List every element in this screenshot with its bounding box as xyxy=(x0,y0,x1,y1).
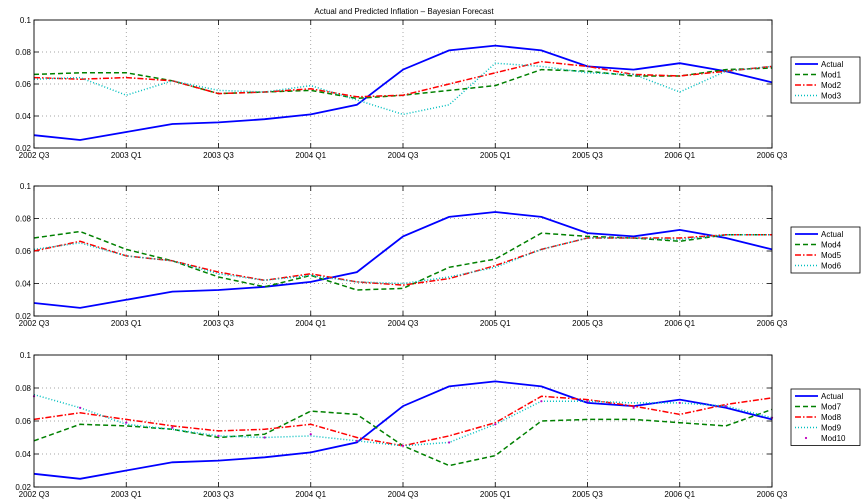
y-tick-label: 0.04 xyxy=(15,280,31,289)
y-tick-label: 0.06 xyxy=(15,417,31,426)
chart-panel-3: 0.02 0.04 0.06 0.08 0.1 2002 Q3 2003 Q1 2003 Q3… xyxy=(15,351,861,499)
series-line-actual xyxy=(33,44,773,141)
series-line-actual xyxy=(33,380,773,480)
series-point-mod10 xyxy=(125,421,128,424)
y-tick-label: 0.06 xyxy=(15,80,31,89)
x-tick-label: 2006 Q1 xyxy=(664,319,695,328)
series-point-mod10 xyxy=(494,423,497,426)
legend-label-mod4: Mod4 xyxy=(821,241,842,250)
y-tick-label: 0.04 xyxy=(15,112,31,121)
series-point-mod10 xyxy=(540,400,543,403)
series-line-actual xyxy=(33,211,773,309)
y-tick-label: 0.02 xyxy=(15,312,31,321)
y-tick-label: 0.1 xyxy=(20,182,32,191)
x-tick-label: 2005 Q3 xyxy=(572,319,603,328)
x-tick-label: 2003 Q3 xyxy=(203,490,234,499)
y-tick-label: 0.08 xyxy=(15,215,31,224)
x-tick-label: 2004 Q1 xyxy=(295,319,326,328)
legend-box xyxy=(790,388,861,446)
series-point-mod10 xyxy=(217,434,220,437)
series-point-mod10 xyxy=(632,406,635,409)
x-tick-label: 2004 Q1 xyxy=(295,490,326,499)
legend-label-mod1: Mod1 xyxy=(821,71,842,80)
y-tick-label: 0.08 xyxy=(15,384,31,393)
chart-panel-2: 0.02 0.04 0.06 0.08 0.1 2002 Q3 2003 Q1 2003 Q3… xyxy=(15,182,861,328)
x-tick-label: 2006 Q1 xyxy=(664,151,695,160)
legend-label-mod6: Mod6 xyxy=(821,262,842,271)
series-point-mod10 xyxy=(448,441,451,444)
x-tick-label: 2006 Q3 xyxy=(757,319,788,328)
x-tick-label: 2003 Q3 xyxy=(203,151,234,160)
legend-label-actual: Actual xyxy=(821,392,843,401)
y-tick-label: 0.08 xyxy=(15,48,31,57)
figure-title: Actual and Predicted Inflation – Bayesia… xyxy=(314,7,494,16)
x-tick-label: 2005 Q1 xyxy=(480,490,511,499)
series-point-mod10 xyxy=(263,436,266,439)
legend-label-mod10: Mod10 xyxy=(821,434,846,443)
legend-label-mod5: Mod5 xyxy=(821,251,842,260)
series-line-mod9 xyxy=(33,393,773,447)
series-line-mod2 xyxy=(33,60,773,98)
x-tick-label: 2003 Q1 xyxy=(111,319,142,328)
y-tick-label: 0.02 xyxy=(15,144,31,153)
y-tick-label: 0.1 xyxy=(20,351,32,360)
x-tick-label: 2002 Q3 xyxy=(19,151,50,160)
x-tick-label: 2004 Q3 xyxy=(388,319,419,328)
plot-area-frame xyxy=(33,185,773,317)
x-tick-label: 2004 Q1 xyxy=(295,151,326,160)
chart-panel-1: 0.02 0.04 0.06 0.08 0.1 2002 Q3 2003 Q1 2003 Q3… xyxy=(15,16,861,160)
y-tick-label: 0.1 xyxy=(20,16,32,25)
series-point-mod10 xyxy=(678,401,681,404)
x-tick-label: 2003 Q1 xyxy=(111,490,142,499)
y-tick-label: 0.02 xyxy=(15,483,31,492)
series-point-mod10 xyxy=(309,433,312,436)
x-tick-label: 2006 Q3 xyxy=(757,490,788,499)
series-point-mod10 xyxy=(355,439,358,442)
x-tick-label: 2004 Q3 xyxy=(388,490,419,499)
x-tick-label: 2005 Q3 xyxy=(572,490,603,499)
y-tick-label: 0.06 xyxy=(15,247,31,256)
legend-label-mod9: Mod9 xyxy=(821,424,842,433)
x-tick-label: 2006 Q3 xyxy=(757,151,788,160)
x-tick-label: 2005 Q3 xyxy=(572,151,603,160)
legend-label-mod7: Mod7 xyxy=(821,403,842,412)
legend-label-mod8: Mod8 xyxy=(821,413,842,422)
series-line-mod7 xyxy=(33,408,773,467)
x-tick-label: 2005 Q1 xyxy=(480,319,511,328)
legend-label-actual: Actual xyxy=(821,60,843,69)
series-point-mod10 xyxy=(171,426,174,429)
legend-marker-mod10 xyxy=(804,436,808,440)
x-tick-label: 2002 Q3 xyxy=(19,490,50,499)
legend-label-actual: Actual xyxy=(821,230,843,239)
plot-area-frame xyxy=(33,354,773,488)
legend-label-mod3: Mod3 xyxy=(821,92,842,101)
y-tick-label: 0.04 xyxy=(15,450,31,459)
series-point-mod10 xyxy=(79,406,82,409)
legend-label-mod2: Mod2 xyxy=(821,81,842,90)
x-tick-label: 2003 Q1 xyxy=(111,151,142,160)
series-point-mod10 xyxy=(401,444,405,447)
x-tick-label: 2004 Q3 xyxy=(388,151,419,160)
series-line-mod4 xyxy=(33,230,772,291)
x-tick-label: 2002 Q3 xyxy=(19,319,50,328)
x-tick-label: 2005 Q1 xyxy=(480,151,511,160)
series-point-mod10 xyxy=(586,400,589,403)
x-tick-label: 2006 Q1 xyxy=(664,490,695,499)
series-point-mod10 xyxy=(724,405,727,408)
plot-area-frame xyxy=(33,19,773,149)
x-tick-label: 2003 Q3 xyxy=(203,319,234,328)
